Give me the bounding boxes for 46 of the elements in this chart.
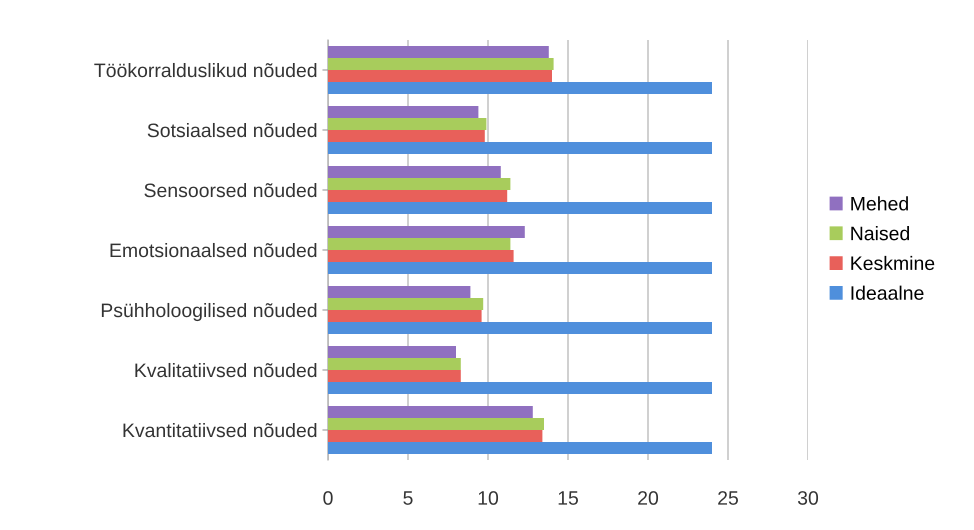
x-tick-label: 25 [718,491,738,505]
bar [328,82,712,94]
bar [328,442,712,454]
legend-label: Mehed [851,196,908,211]
bar [328,106,478,118]
bar [328,166,501,178]
bar [328,358,461,370]
bar [328,178,510,190]
y-tick-label: Kvantitatiivsed nõuded [124,422,316,438]
legend-label: Ideaalne [852,286,924,300]
bar [328,190,508,202]
bar [328,406,533,418]
bar [328,370,461,382]
bar [328,298,484,310]
bar [328,322,712,334]
bar [328,286,470,298]
bar [328,46,549,58]
y-tick-label: Töökorralduslikud nõuded [94,62,316,78]
bar [328,418,544,430]
bar [328,70,552,82]
x-tick-label: 30 [798,491,818,505]
bar [328,262,712,274]
bar [328,226,525,238]
bar [328,310,482,322]
y-tick-label: Emotsionaalsed nõuded [110,242,316,258]
x-tick-label: 5 [403,491,413,505]
legend-label: Keskmine [851,256,934,270]
bar [328,250,514,262]
x-tick-label: 10 [478,491,498,505]
y-tick-label: Sotsiaalsed nõuded [148,122,316,138]
x-tick-label: 20 [638,491,658,505]
bar [328,238,510,250]
bar [328,58,554,70]
bar [328,346,456,358]
y-tick-label: Sensoorsed nõuded [144,182,316,198]
bar [328,430,542,442]
x-tick-label: 0 [323,491,333,505]
bar [328,382,712,394]
y-tick-label: Psühholoogilised nõuded [102,302,316,322]
bar [328,118,486,130]
legend-label: Naised [851,226,910,240]
x-tick-label: 15 [558,491,578,505]
bar [328,202,712,214]
bar [328,130,485,142]
bar [328,142,712,154]
y-tick-label: Kvalitatiivsed nõuded [135,362,316,378]
